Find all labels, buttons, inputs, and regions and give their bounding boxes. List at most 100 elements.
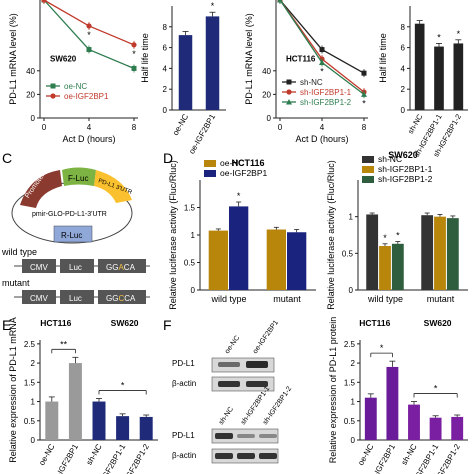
bar <box>45 401 59 440</box>
blot-band <box>237 453 255 459</box>
x-tick-label: sh-NC <box>400 442 419 466</box>
x-tick-label: oe-NC <box>356 442 375 467</box>
y-tick-label: 4 <box>163 64 168 73</box>
bar <box>116 416 130 440</box>
y-tick-label: 0 <box>401 106 406 115</box>
legend-label: oe-IGF2BP1 <box>64 92 109 101</box>
fluc-label: F-Luc <box>68 174 88 183</box>
y-tick-label: 0 <box>351 436 356 445</box>
cell-line-label: HCT116 <box>286 54 316 63</box>
x-tick-label: sh-NC <box>85 442 104 466</box>
y-tick-label: 0 <box>31 436 36 445</box>
group-label: HCT116 <box>359 318 390 328</box>
significance-mark: ** <box>60 339 68 349</box>
bar <box>68 363 82 440</box>
legend-label: oe-NC <box>220 158 245 168</box>
bar <box>434 216 446 290</box>
bar <box>453 43 464 110</box>
y-tick-label: 0 <box>31 114 36 123</box>
bar <box>364 397 377 440</box>
x-tick-label: oe-NC <box>171 112 190 137</box>
wt-luc-box <box>60 259 94 273</box>
panel-label-d: D <box>163 150 173 166</box>
y-tick-label: 2 <box>401 85 406 94</box>
legend-label: sh-IGF2BP1-2 <box>300 98 352 107</box>
data-point <box>286 79 292 85</box>
significance-mark: * <box>362 98 366 108</box>
y-tick-label: 4 <box>401 64 406 73</box>
significance-mark: * <box>121 380 125 390</box>
bar <box>178 35 193 111</box>
bar <box>379 246 391 290</box>
legend-label: sh-NC <box>378 154 402 164</box>
x-tick-label: wild type <box>210 294 246 304</box>
rluc-box <box>53 225 93 243</box>
rluc-label: R-Luc <box>61 231 82 240</box>
blot-band <box>215 433 233 439</box>
blot-pdl1-label: PD-L1 <box>172 359 195 368</box>
y-tick-label: 2 <box>31 359 36 368</box>
blot-pdl1-label: PD-L1 <box>172 431 195 440</box>
y-axis-label: Relative expression of PD-L1 mRNA <box>8 317 18 463</box>
bar <box>139 416 153 440</box>
panel-label-c: C <box>2 150 12 166</box>
y-tick-label: 2.5 <box>24 340 36 349</box>
bar <box>287 232 307 290</box>
bar <box>366 214 379 290</box>
significance-mark: * <box>437 32 441 42</box>
y-axis-label: PD-L1 mRNA level (%) <box>244 13 254 105</box>
y-tick-label: 0 <box>163 106 168 115</box>
bar <box>205 16 220 110</box>
wt-cmv-box <box>22 259 56 273</box>
data-point <box>86 23 92 29</box>
y-tick-label: 2 <box>351 359 356 368</box>
cell-line-label: SW620 <box>50 54 77 63</box>
bar <box>266 229 286 290</box>
blot-lane-label: oe-NC <box>224 335 241 356</box>
bar <box>429 417 442 440</box>
significance-mark: * <box>211 1 215 11</box>
data-point <box>319 47 325 53</box>
bar <box>92 401 106 440</box>
x-tick-label: oe-IGF2BP1 <box>187 112 217 155</box>
y-tick-label: 8 <box>401 23 406 32</box>
bar <box>391 243 404 290</box>
x-tick-label: 8 <box>132 123 137 132</box>
bar <box>208 230 228 290</box>
y-axis-label: Half life time <box>140 33 150 83</box>
x-tick-label: 0 <box>278 123 283 132</box>
legend-swatch <box>362 176 374 183</box>
data-point <box>50 83 56 89</box>
utr-arc <box>94 170 132 203</box>
significance-mark: * <box>237 191 241 201</box>
blot-lane-label: oe-IGF2BP1 <box>252 319 280 355</box>
legend-swatch <box>362 156 374 163</box>
significance-mark: * <box>132 49 136 59</box>
y-axis-label: PD-L1 mRNA level (%) <box>8 13 18 105</box>
legend-label: sh-IGF2BP1-2 <box>378 174 433 184</box>
data-point <box>131 65 137 71</box>
significance-mark: * <box>320 67 324 77</box>
x-tick-label: 8 <box>362 123 367 132</box>
y-tick-label: 0 <box>349 286 354 295</box>
blot-actin-label: β-actin <box>172 379 196 388</box>
blot-band <box>218 362 240 367</box>
data-point <box>361 70 367 76</box>
legend-label: oe-NC <box>64 82 87 91</box>
bar <box>421 215 434 290</box>
blot-band <box>215 453 233 459</box>
plasmid-label: pmir-GLO-PD-L1-3'UTR <box>32 211 107 218</box>
group-label: SW620 <box>424 318 452 328</box>
mut-luc-label: Luc <box>69 294 82 303</box>
x-tick-label: 4 <box>87 123 92 132</box>
y-tick-label: 0.5 <box>184 259 196 268</box>
x-tick-label: wild type <box>367 294 403 304</box>
bar <box>386 366 399 440</box>
legend-label: sh-NC <box>300 78 323 87</box>
bar <box>229 206 249 290</box>
blot-lane-label: sh-NC <box>218 406 235 426</box>
bar <box>434 46 444 110</box>
y-tick-label: 8 <box>163 23 168 32</box>
legend-swatch <box>204 160 216 167</box>
wt-seq-box <box>98 259 146 273</box>
